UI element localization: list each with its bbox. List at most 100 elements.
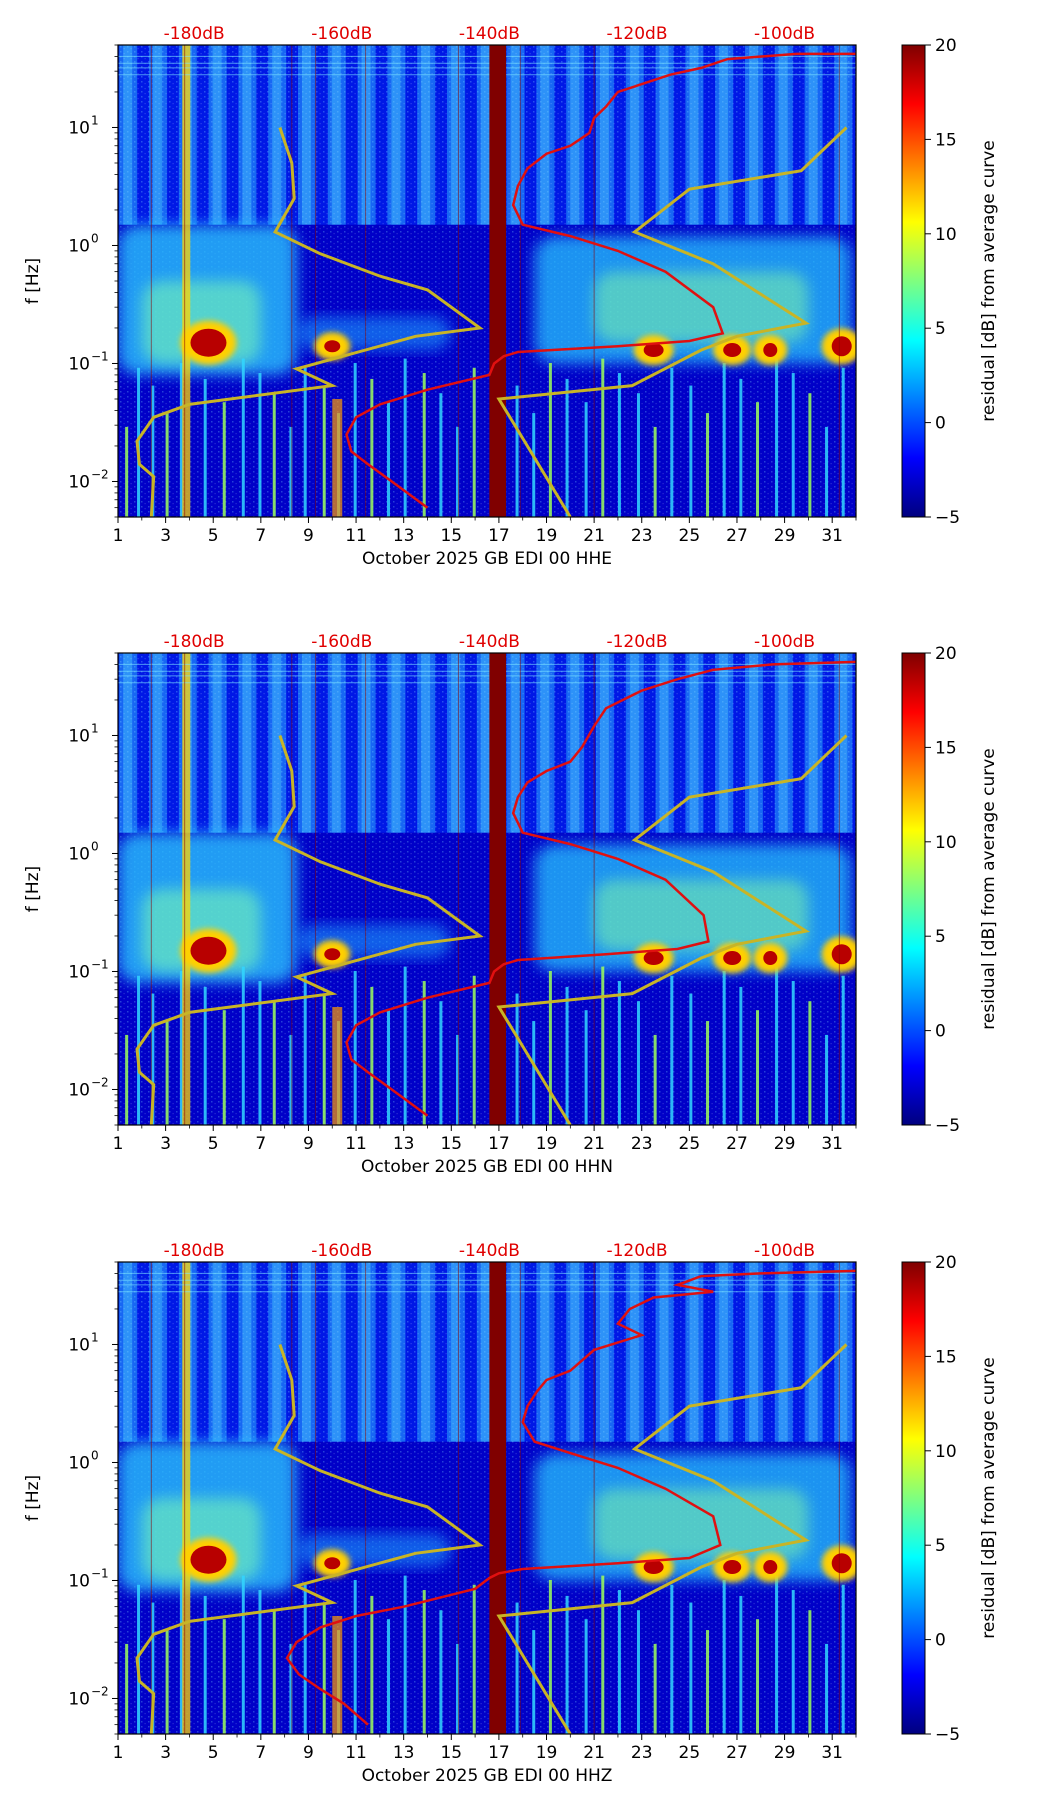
transient-streak <box>532 413 536 517</box>
y-tick-label: 10 <box>68 118 90 138</box>
db-scale-label: -120dB <box>606 632 667 652</box>
transient-streak <box>670 975 674 1125</box>
average-psd-curve <box>345 660 856 1117</box>
x-tick-label: 27 <box>726 1743 748 1763</box>
transient-streak <box>151 993 155 1125</box>
x-tick-label: 23 <box>631 1134 653 1154</box>
db-scale-label: -140dB <box>459 1241 520 1261</box>
x-tick-label: 9 <box>303 1743 314 1763</box>
transient-streak <box>670 367 674 517</box>
transient-streak <box>203 986 207 1125</box>
hotspot-core <box>324 948 341 961</box>
transient-streak <box>422 981 426 1125</box>
noise-column-day4 <box>182 1262 191 1734</box>
transient-streak <box>515 993 519 1125</box>
x-tick-label: 1 <box>113 1134 124 1154</box>
db-scale-label: -100dB <box>754 24 815 44</box>
x-tick-label: 25 <box>679 1743 701 1763</box>
transient-streak <box>456 426 460 517</box>
transient-streak <box>756 402 760 517</box>
x-tick-label: 13 <box>393 526 415 546</box>
x-tick-label: 29 <box>774 526 796 546</box>
hotspot-core <box>763 951 778 966</box>
db-scale-label: -180dB <box>164 1241 225 1261</box>
transient-streak <box>456 1034 460 1125</box>
y-tick-label: 10 <box>68 844 90 864</box>
x-tick-label: 7 <box>255 1134 266 1154</box>
transient-streak <box>151 385 155 517</box>
transient-streak <box>841 367 845 517</box>
x-tick-label: 15 <box>440 526 462 546</box>
y-tick-label: 10 <box>68 1453 90 1473</box>
low-noise-model-curve <box>135 1344 484 1734</box>
x-tick-label: 3 <box>160 526 171 546</box>
transient-streak <box>653 426 657 517</box>
colorbar-tick-label: 0 <box>935 1022 946 1042</box>
transient-streak <box>289 1643 293 1734</box>
x-tick-label: 23 <box>631 1743 653 1763</box>
y-tick-label: 10 <box>68 236 90 256</box>
y-tick-exponent: 1 <box>91 113 99 127</box>
transient-streak <box>241 966 245 1125</box>
transient-streak <box>548 970 552 1125</box>
average-psd-curve <box>285 1269 856 1726</box>
x-tick-label: 25 <box>679 526 701 546</box>
average-psd-curve <box>345 52 856 509</box>
db-scale-label: -120dB <box>606 1241 667 1261</box>
transient-streak <box>689 1602 693 1734</box>
hotspot-core <box>643 343 664 358</box>
transient-streak <box>179 1579 183 1734</box>
x-tick-label: 3 <box>160 1743 171 1763</box>
transient-streak <box>617 1590 621 1734</box>
hotspot-core <box>324 340 341 353</box>
db-scale-label: -160dB <box>311 632 372 652</box>
colorbar-tick-label: 20 <box>935 644 957 664</box>
transient-streak <box>370 986 374 1125</box>
transient-streak <box>601 966 605 1125</box>
x-tick-label: 31 <box>821 526 843 546</box>
colorbar-tick-label: 15 <box>935 1347 957 1367</box>
x-tick-label: 9 <box>303 526 314 546</box>
y-tick-label: 10 <box>68 1335 90 1355</box>
y-tick-label: 10 <box>68 962 90 982</box>
transient-streak <box>791 1590 795 1734</box>
transient-streak <box>387 1619 391 1734</box>
db-scale-label: -160dB <box>311 24 372 44</box>
x-tick-label: 19 <box>536 1743 558 1763</box>
transient-streak <box>403 1575 407 1734</box>
noise-column-day10 <box>332 399 343 517</box>
x-tick-label: 25 <box>679 1134 701 1154</box>
transient-streak <box>353 362 357 517</box>
colorbar-tick-label: 5 <box>935 319 946 339</box>
transient-streak <box>689 385 693 517</box>
transient-streak <box>353 970 357 1125</box>
x-tick-label: 5 <box>208 526 219 546</box>
hotspot-core <box>723 951 742 966</box>
transient-streak <box>617 373 621 517</box>
hotspot-core <box>643 1560 664 1575</box>
x-tick-label: 11 <box>345 526 367 546</box>
transient-streak <box>125 1643 129 1734</box>
transient-streak <box>636 1610 640 1734</box>
colorbar-label: residual [dB] from average curve <box>979 140 999 421</box>
colorbar-gradient <box>901 1261 926 1735</box>
x-tick-label: 15 <box>440 1743 462 1763</box>
high-noise-model-curve <box>496 126 848 517</box>
noise-column-day10 <box>332 1616 343 1734</box>
y-tick-label: 10 <box>68 726 90 746</box>
transient-streak <box>439 1001 443 1125</box>
transient-streak <box>653 1643 657 1734</box>
hotspot-core <box>763 343 778 358</box>
transient-streak <box>515 1602 519 1734</box>
transient-streak <box>387 1010 391 1125</box>
x-tick-label: 5 <box>208 1134 219 1154</box>
transient-streak <box>387 402 391 517</box>
y-tick-exponent: 1 <box>91 1330 99 1344</box>
hotspot-core <box>190 936 227 965</box>
db-scale-label: -140dB <box>459 24 520 44</box>
colorbar-tick-label: 15 <box>935 738 957 758</box>
x-tick-label: 7 <box>255 1743 266 1763</box>
transient-streak <box>739 1595 743 1734</box>
